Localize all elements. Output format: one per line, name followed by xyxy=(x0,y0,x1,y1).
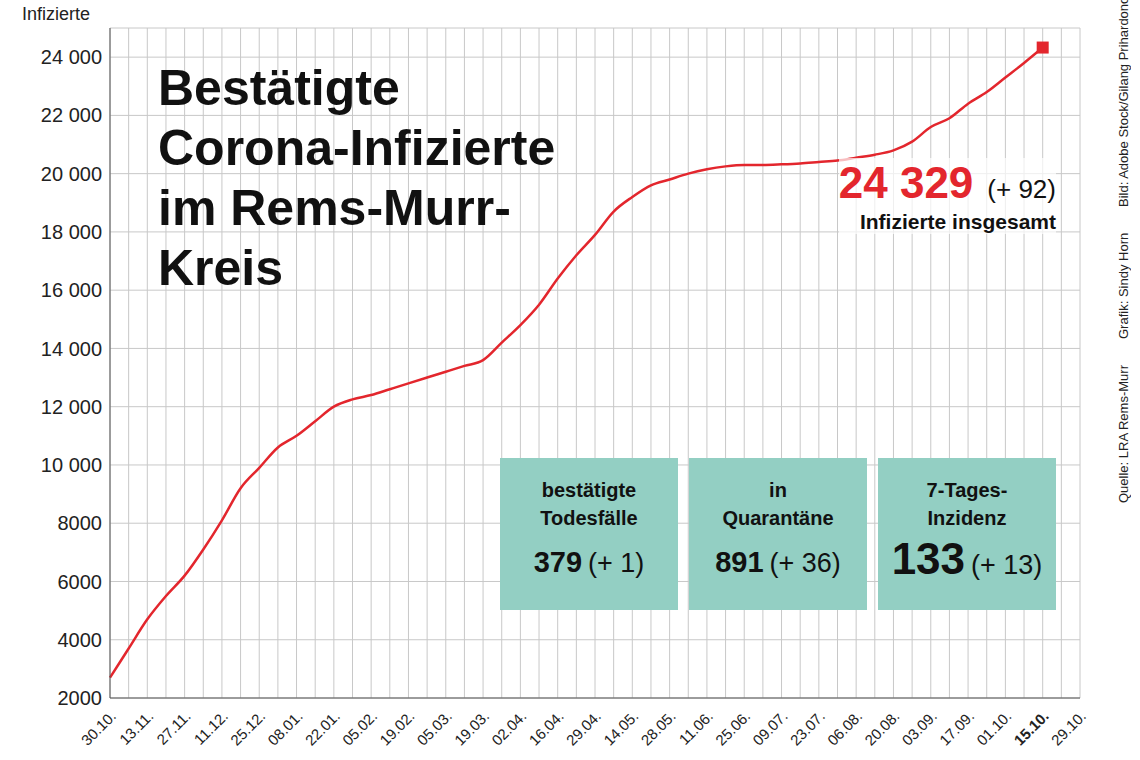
html-text:Corona-Infizierte: Corona-Infizierte xyxy=(158,120,556,176)
svg-text:28.05.: 28.05. xyxy=(637,707,679,749)
html-text:Inzidenz: Inzidenz xyxy=(927,507,1007,529)
svg-text:22.01.: 22.01. xyxy=(302,707,344,749)
html-text:Kreis: Kreis xyxy=(158,240,284,296)
svg-text:20.08.: 20.08. xyxy=(861,707,903,749)
svg-text:15.10.: 15.10. xyxy=(1010,707,1052,749)
html-text:379 (+ 1): 379 (+ 1) xyxy=(533,546,645,578)
svg-text:19.03.: 19.03. xyxy=(451,707,493,749)
svg-text:02.04.: 02.04. xyxy=(488,707,530,749)
svg-text:01.10.: 01.10. xyxy=(973,707,1015,749)
svg-text:27.11.: 27.11. xyxy=(153,707,194,748)
html-text:891 (+ 36): 891 (+ 36) xyxy=(715,546,841,578)
svg-text:16.04.: 16.04. xyxy=(525,707,567,749)
html-text:bestätigte: bestätigte xyxy=(541,479,637,501)
svg-text:19.02.: 19.02. xyxy=(376,707,418,749)
html-text:133(+ 13): 133(+ 13) xyxy=(891,534,1043,583)
svg-text:05.02.: 05.02. xyxy=(339,707,381,749)
html-text:Bestätigte: Bestätigte xyxy=(158,60,400,116)
svg-text:09.07.: 09.07. xyxy=(749,707,791,749)
svg-text:11.06.: 11.06. xyxy=(675,707,716,748)
svg-text:08.01.: 08.01. xyxy=(264,707,306,749)
svg-text:11.12.: 11.12. xyxy=(190,707,231,748)
svg-text:18 000: 18 000 xyxy=(41,221,102,243)
html-text:Quelle: LRA Rems-Murr: Quelle: LRA Rems-Murr xyxy=(1116,365,1131,503)
svg-text:24 000: 24 000 xyxy=(41,46,102,68)
svg-text:14.05.: 14.05. xyxy=(600,707,642,749)
svg-text:30.10.: 30.10. xyxy=(78,707,120,749)
svg-text:16 000: 16 000 xyxy=(41,279,102,301)
svg-text:06.08.: 06.08. xyxy=(824,707,866,749)
svg-text:17.09.: 17.09. xyxy=(936,707,978,749)
svg-text:4000: 4000 xyxy=(58,629,103,651)
html-text:Grafik: Sindy Horn: Grafik: Sindy Horn xyxy=(1116,232,1131,339)
svg-text:23.07.: 23.07. xyxy=(787,707,829,749)
svg-text:05.03.: 05.03. xyxy=(413,707,455,749)
html-text:Quarantäne: Quarantäne xyxy=(722,507,834,529)
svg-text:6000: 6000 xyxy=(58,571,103,593)
html-text:Todesfälle: Todesfälle xyxy=(540,507,638,529)
svg-text:29.10.: 29.10. xyxy=(1048,707,1090,749)
svg-text:12 000: 12 000 xyxy=(41,396,102,418)
html-text:Infizierte insgesamt: Infizierte insgesamt xyxy=(859,210,1056,233)
svg-text:10 000: 10 000 xyxy=(41,454,102,476)
svg-text:25.12.: 25.12. xyxy=(227,707,269,749)
svg-text:25.06.: 25.06. xyxy=(712,707,754,749)
svg-text:2000: 2000 xyxy=(58,687,103,709)
svg-text:20 000: 20 000 xyxy=(41,163,102,185)
html-text:im Rems-Murr-: im Rems-Murr- xyxy=(158,180,511,236)
svg-text:03.09.: 03.09. xyxy=(898,707,940,749)
html-text:in: in xyxy=(769,479,787,501)
svg-text:13.11.: 13.11. xyxy=(116,707,157,748)
html-text:24 329 (+ 92): 24 329 (+ 92) xyxy=(838,158,1056,207)
svg-text:29.04.: 29.04. xyxy=(563,707,605,749)
svg-text:8000: 8000 xyxy=(58,512,103,534)
svg-text:14 000: 14 000 xyxy=(41,338,102,360)
html-text:7-Tages-: 7-Tages- xyxy=(926,479,1008,501)
html-text:Infizierte: Infizierte xyxy=(22,4,90,24)
svg-text:22 000: 22 000 xyxy=(41,104,102,126)
